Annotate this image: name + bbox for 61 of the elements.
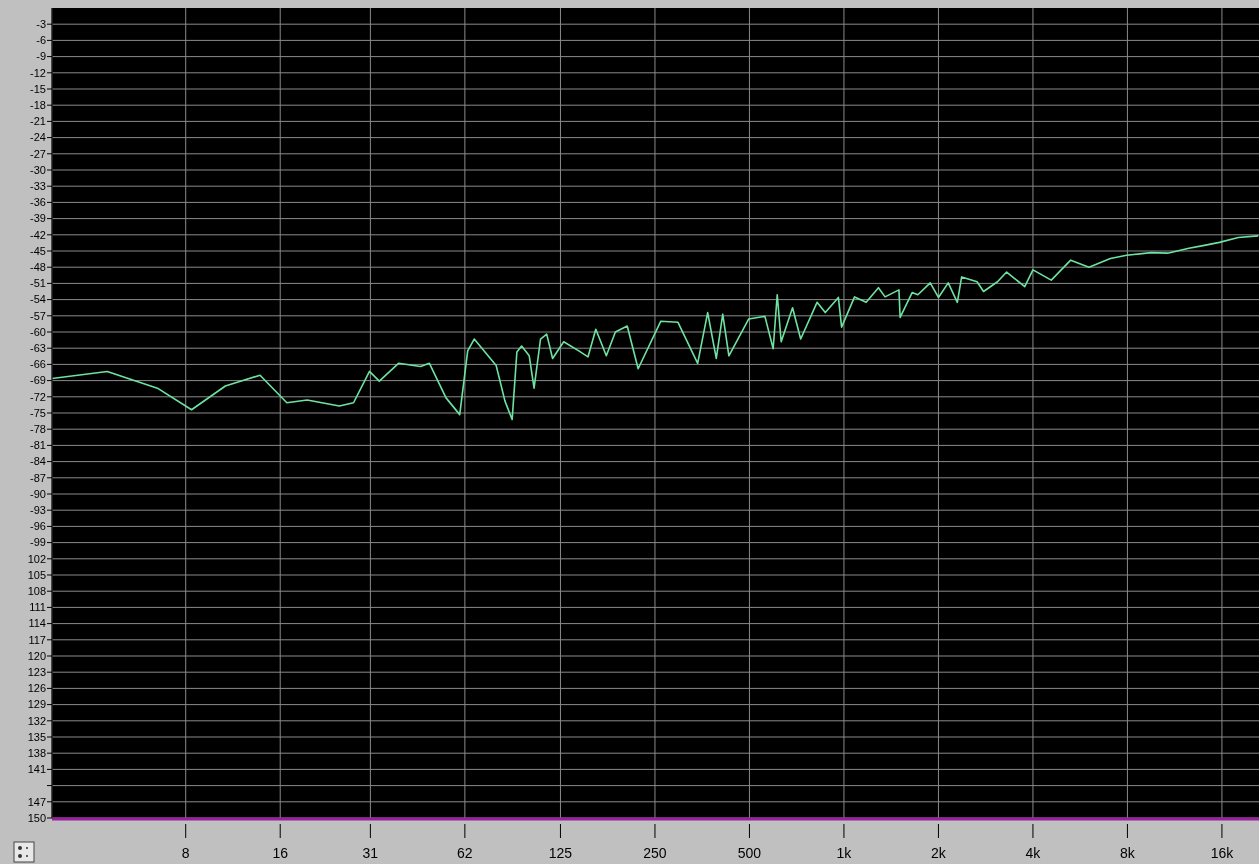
y-tick-label: -27: [30, 147, 46, 160]
y-tick-label: -87: [30, 471, 46, 484]
y-tick-label: -81: [30, 439, 46, 452]
y-tick-label: -69: [30, 374, 46, 387]
x-tick-label: 8k: [1120, 845, 1136, 861]
y-tick-label: -84: [30, 455, 46, 468]
x-tick-label: 62: [457, 845, 473, 861]
y-tick-label: 129: [27, 698, 46, 711]
y-tick-label: 102: [27, 552, 46, 565]
y-tick-label: 120: [27, 649, 46, 662]
y-tick-label: -6: [36, 34, 46, 47]
y-tick-label: -48: [30, 261, 46, 274]
y-tick-label: 111: [29, 601, 46, 614]
y-tick-label: -66: [30, 358, 46, 371]
y-tick-label: -42: [30, 228, 46, 241]
y-tick-label: -3: [36, 18, 46, 31]
y-tick-label: -24: [30, 131, 46, 144]
y-tick-label: -33: [30, 180, 46, 193]
x-tick-label: 31: [362, 845, 379, 861]
y-tick-label: -12: [30, 66, 46, 79]
y-tick-label: -18: [30, 99, 46, 112]
y-tick-label: -36: [30, 196, 46, 209]
x-tick-label: 8: [181, 845, 190, 861]
y-tick-label: 135: [27, 730, 46, 743]
y-tick-label: -90: [30, 487, 46, 500]
y-tick-label: -21: [30, 115, 46, 128]
y-tick-label: 126: [27, 682, 46, 695]
y-tick-label: -51: [30, 277, 46, 290]
x-tick-label: 2k: [931, 845, 947, 861]
x-tick-label: 500: [737, 845, 762, 861]
y-tick-label: 150: [27, 811, 46, 824]
y-tick-label: 114: [28, 617, 46, 630]
y-tick-label: 105: [27, 568, 46, 581]
y-tick-label: -15: [30, 82, 46, 95]
y-tick-label: -60: [30, 325, 46, 338]
x-tick-label: 16k: [1210, 845, 1235, 861]
y-tick-label: -75: [30, 406, 46, 419]
y-tick-label: 123: [27, 666, 46, 679]
y-tick-label: -30: [30, 163, 46, 176]
y-tick-label: -54: [30, 293, 46, 306]
x-tick-label: 4k: [1025, 845, 1042, 861]
y-tick-label: -9: [36, 50, 46, 63]
y-tick-label: -57: [30, 309, 46, 322]
y-tick-label: -78: [30, 423, 46, 436]
x-tick-label: 125: [548, 845, 573, 861]
y-tick-label: -93: [30, 504, 46, 517]
y-tick-label: -39: [30, 212, 46, 225]
y-tick-label: 138: [27, 747, 46, 760]
y-tick-label: -45: [30, 244, 46, 257]
y-tick-label: 141: [27, 763, 46, 776]
x-tick-label: 1k: [836, 845, 853, 861]
y-tick-label: 147: [27, 795, 46, 808]
y-tick-label: -63: [30, 342, 46, 355]
y-tick-label: 117: [28, 633, 46, 646]
y-tick-label: 132: [27, 714, 46, 727]
y-tick-label: -99: [30, 536, 46, 549]
y-tick-label: -72: [30, 390, 46, 403]
y-tick-label: -96: [30, 520, 46, 533]
y-tick-label: 108: [27, 585, 46, 598]
x-tick-label: 250: [643, 845, 667, 861]
x-tick-label: 16: [272, 845, 289, 861]
